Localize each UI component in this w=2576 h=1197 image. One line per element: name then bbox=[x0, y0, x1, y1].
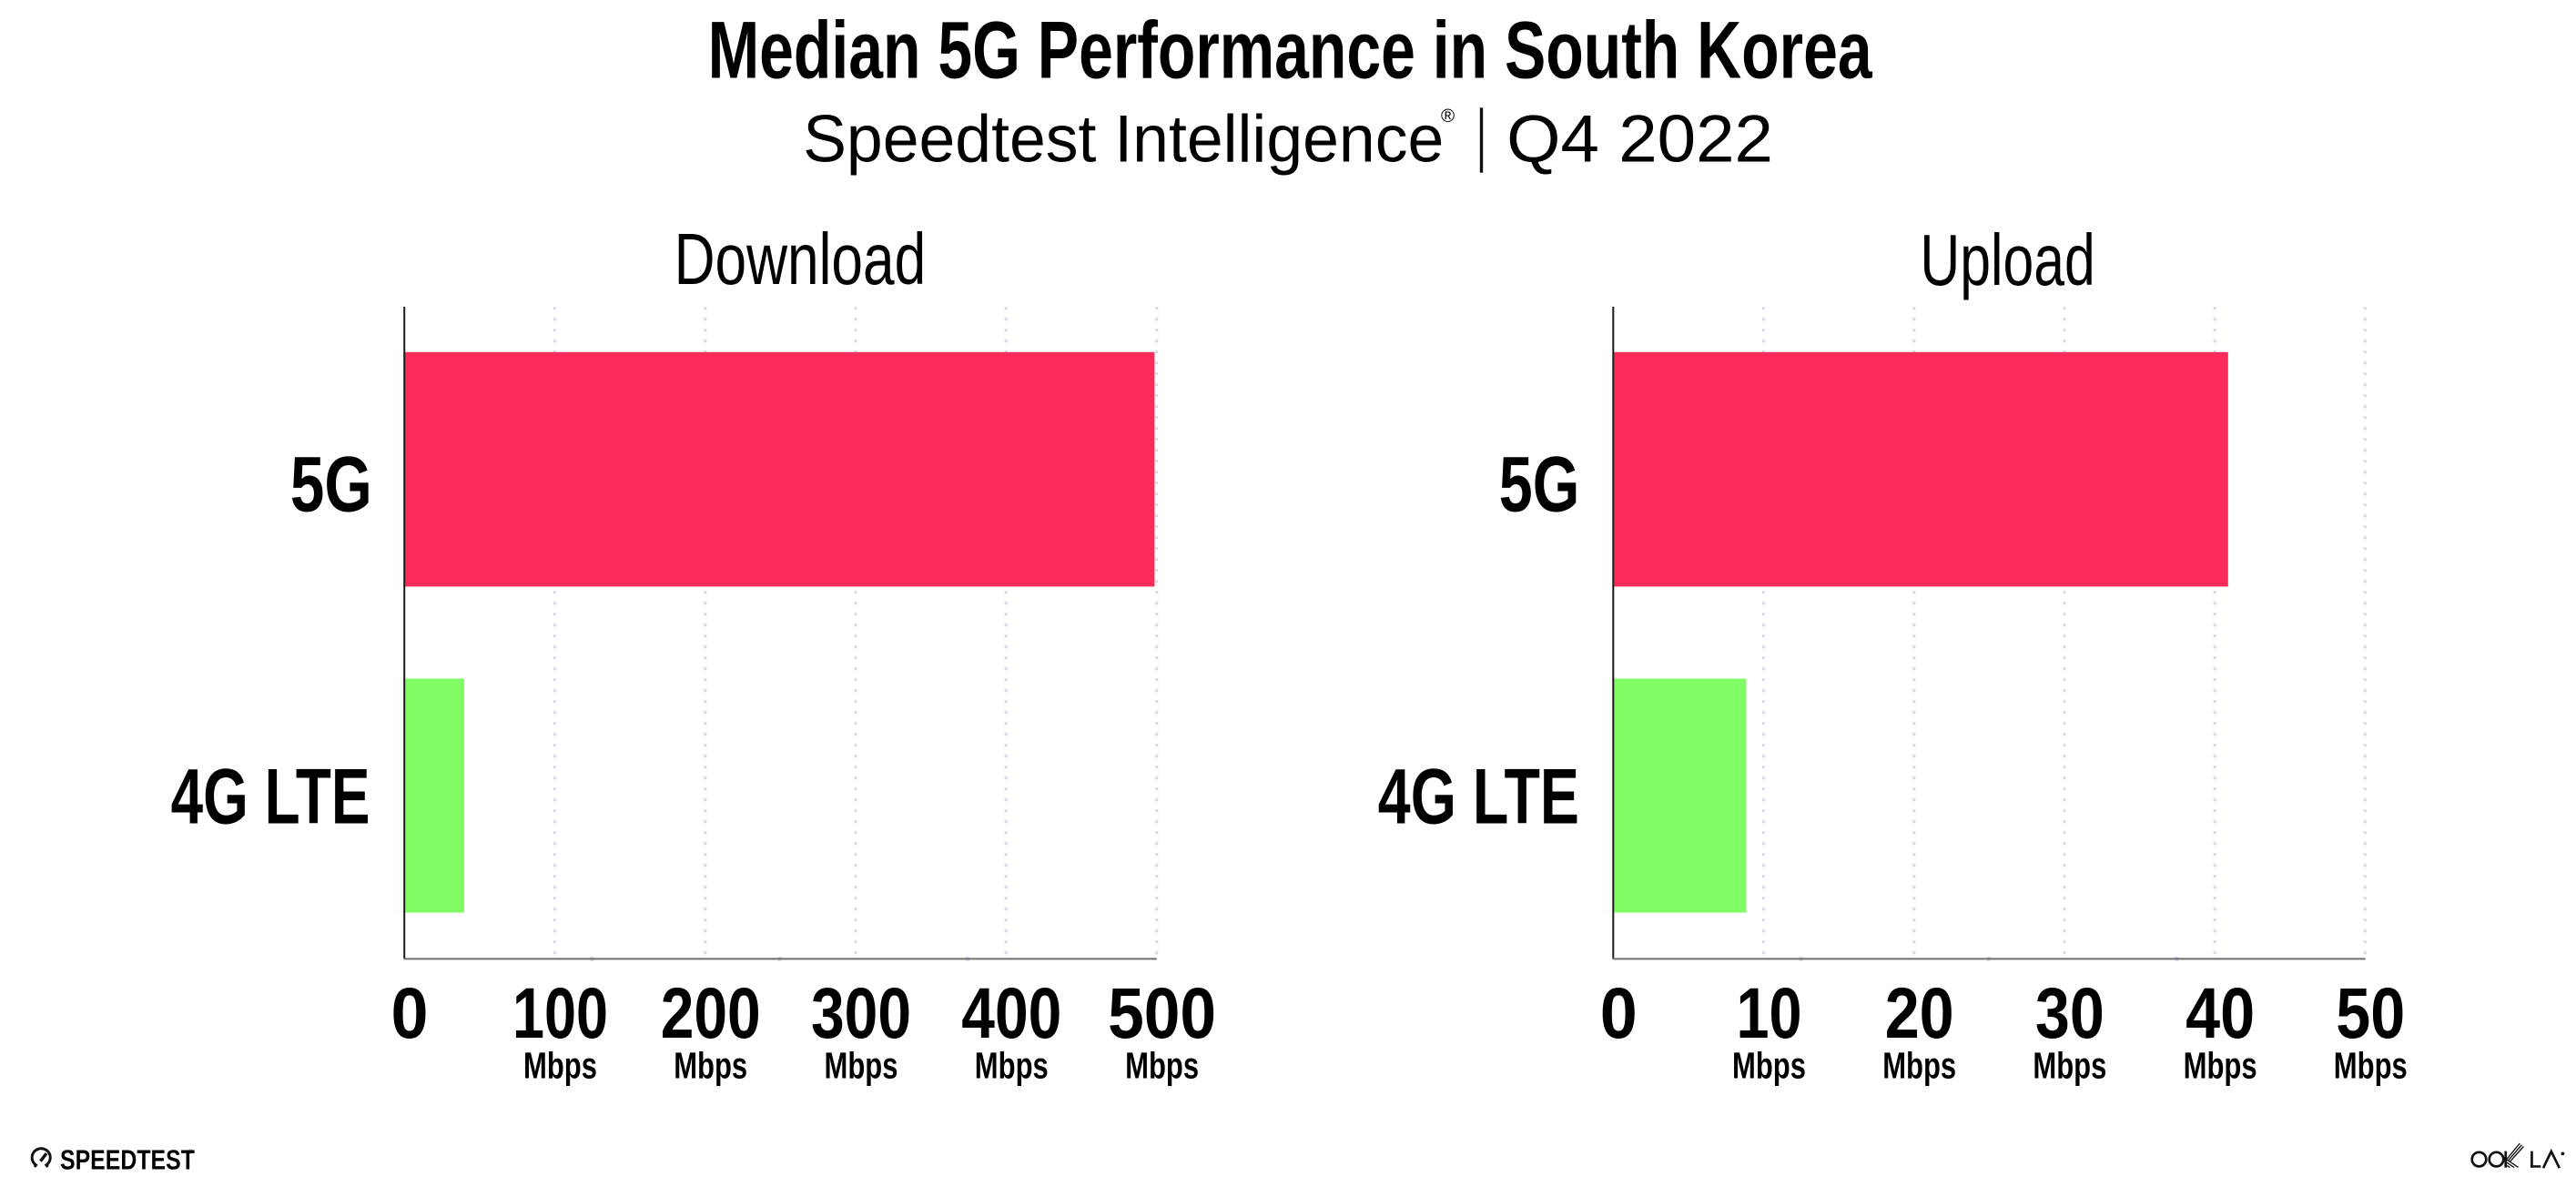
svg-text:40: 40 bbox=[2186, 973, 2255, 1053]
svg-text:0: 0 bbox=[1600, 973, 1638, 1053]
svg-text:5G: 5G bbox=[1499, 441, 1580, 529]
svg-text:Mbps: Mbps bbox=[825, 1045, 898, 1087]
svg-text:50: 50 bbox=[2336, 973, 2405, 1053]
svg-text:Mbps: Mbps bbox=[1732, 1045, 1806, 1087]
svg-text:Mbps: Mbps bbox=[2334, 1045, 2408, 1087]
svg-text:Upload: Upload bbox=[1920, 218, 2094, 300]
svg-text:30: 30 bbox=[2035, 973, 2104, 1053]
svg-text:300: 300 bbox=[811, 973, 911, 1053]
svg-text:400: 400 bbox=[961, 973, 1061, 1053]
svg-text:500: 500 bbox=[1108, 973, 1216, 1053]
svg-text:Mbps: Mbps bbox=[1882, 1045, 1956, 1087]
svg-text:100: 100 bbox=[512, 973, 608, 1053]
svg-text:200: 200 bbox=[661, 973, 761, 1053]
svg-text:®: ® bbox=[1441, 106, 1455, 127]
svg-text:Mbps: Mbps bbox=[2033, 1045, 2106, 1087]
svg-text:10: 10 bbox=[1737, 973, 1802, 1053]
svg-text:Q4 2022: Q4 2022 bbox=[1506, 100, 1773, 176]
svg-text:Speedtest Intelligence: Speedtest Intelligence bbox=[803, 100, 1444, 176]
svg-text:Mbps: Mbps bbox=[523, 1045, 597, 1087]
svg-text:5G: 5G bbox=[290, 441, 372, 529]
svg-text:Mbps: Mbps bbox=[2184, 1045, 2257, 1087]
svg-text:4G LTE: 4G LTE bbox=[1378, 753, 1579, 840]
svg-text:Median 5G Performance in South: Median 5G Performance in South Korea bbox=[708, 5, 1873, 96]
svg-text:Mbps: Mbps bbox=[674, 1045, 747, 1087]
svg-text:4G LTE: 4G LTE bbox=[171, 753, 370, 840]
svg-text:Mbps: Mbps bbox=[975, 1045, 1049, 1087]
svg-text:0: 0 bbox=[391, 973, 429, 1053]
svg-text:SPEEDTEST: SPEEDTEST bbox=[60, 1144, 195, 1175]
svg-text:Download: Download bbox=[674, 218, 927, 299]
svg-text:®: ® bbox=[188, 1149, 193, 1156]
svg-text:20: 20 bbox=[1885, 973, 1954, 1053]
svg-text:Mbps: Mbps bbox=[1125, 1045, 1199, 1087]
